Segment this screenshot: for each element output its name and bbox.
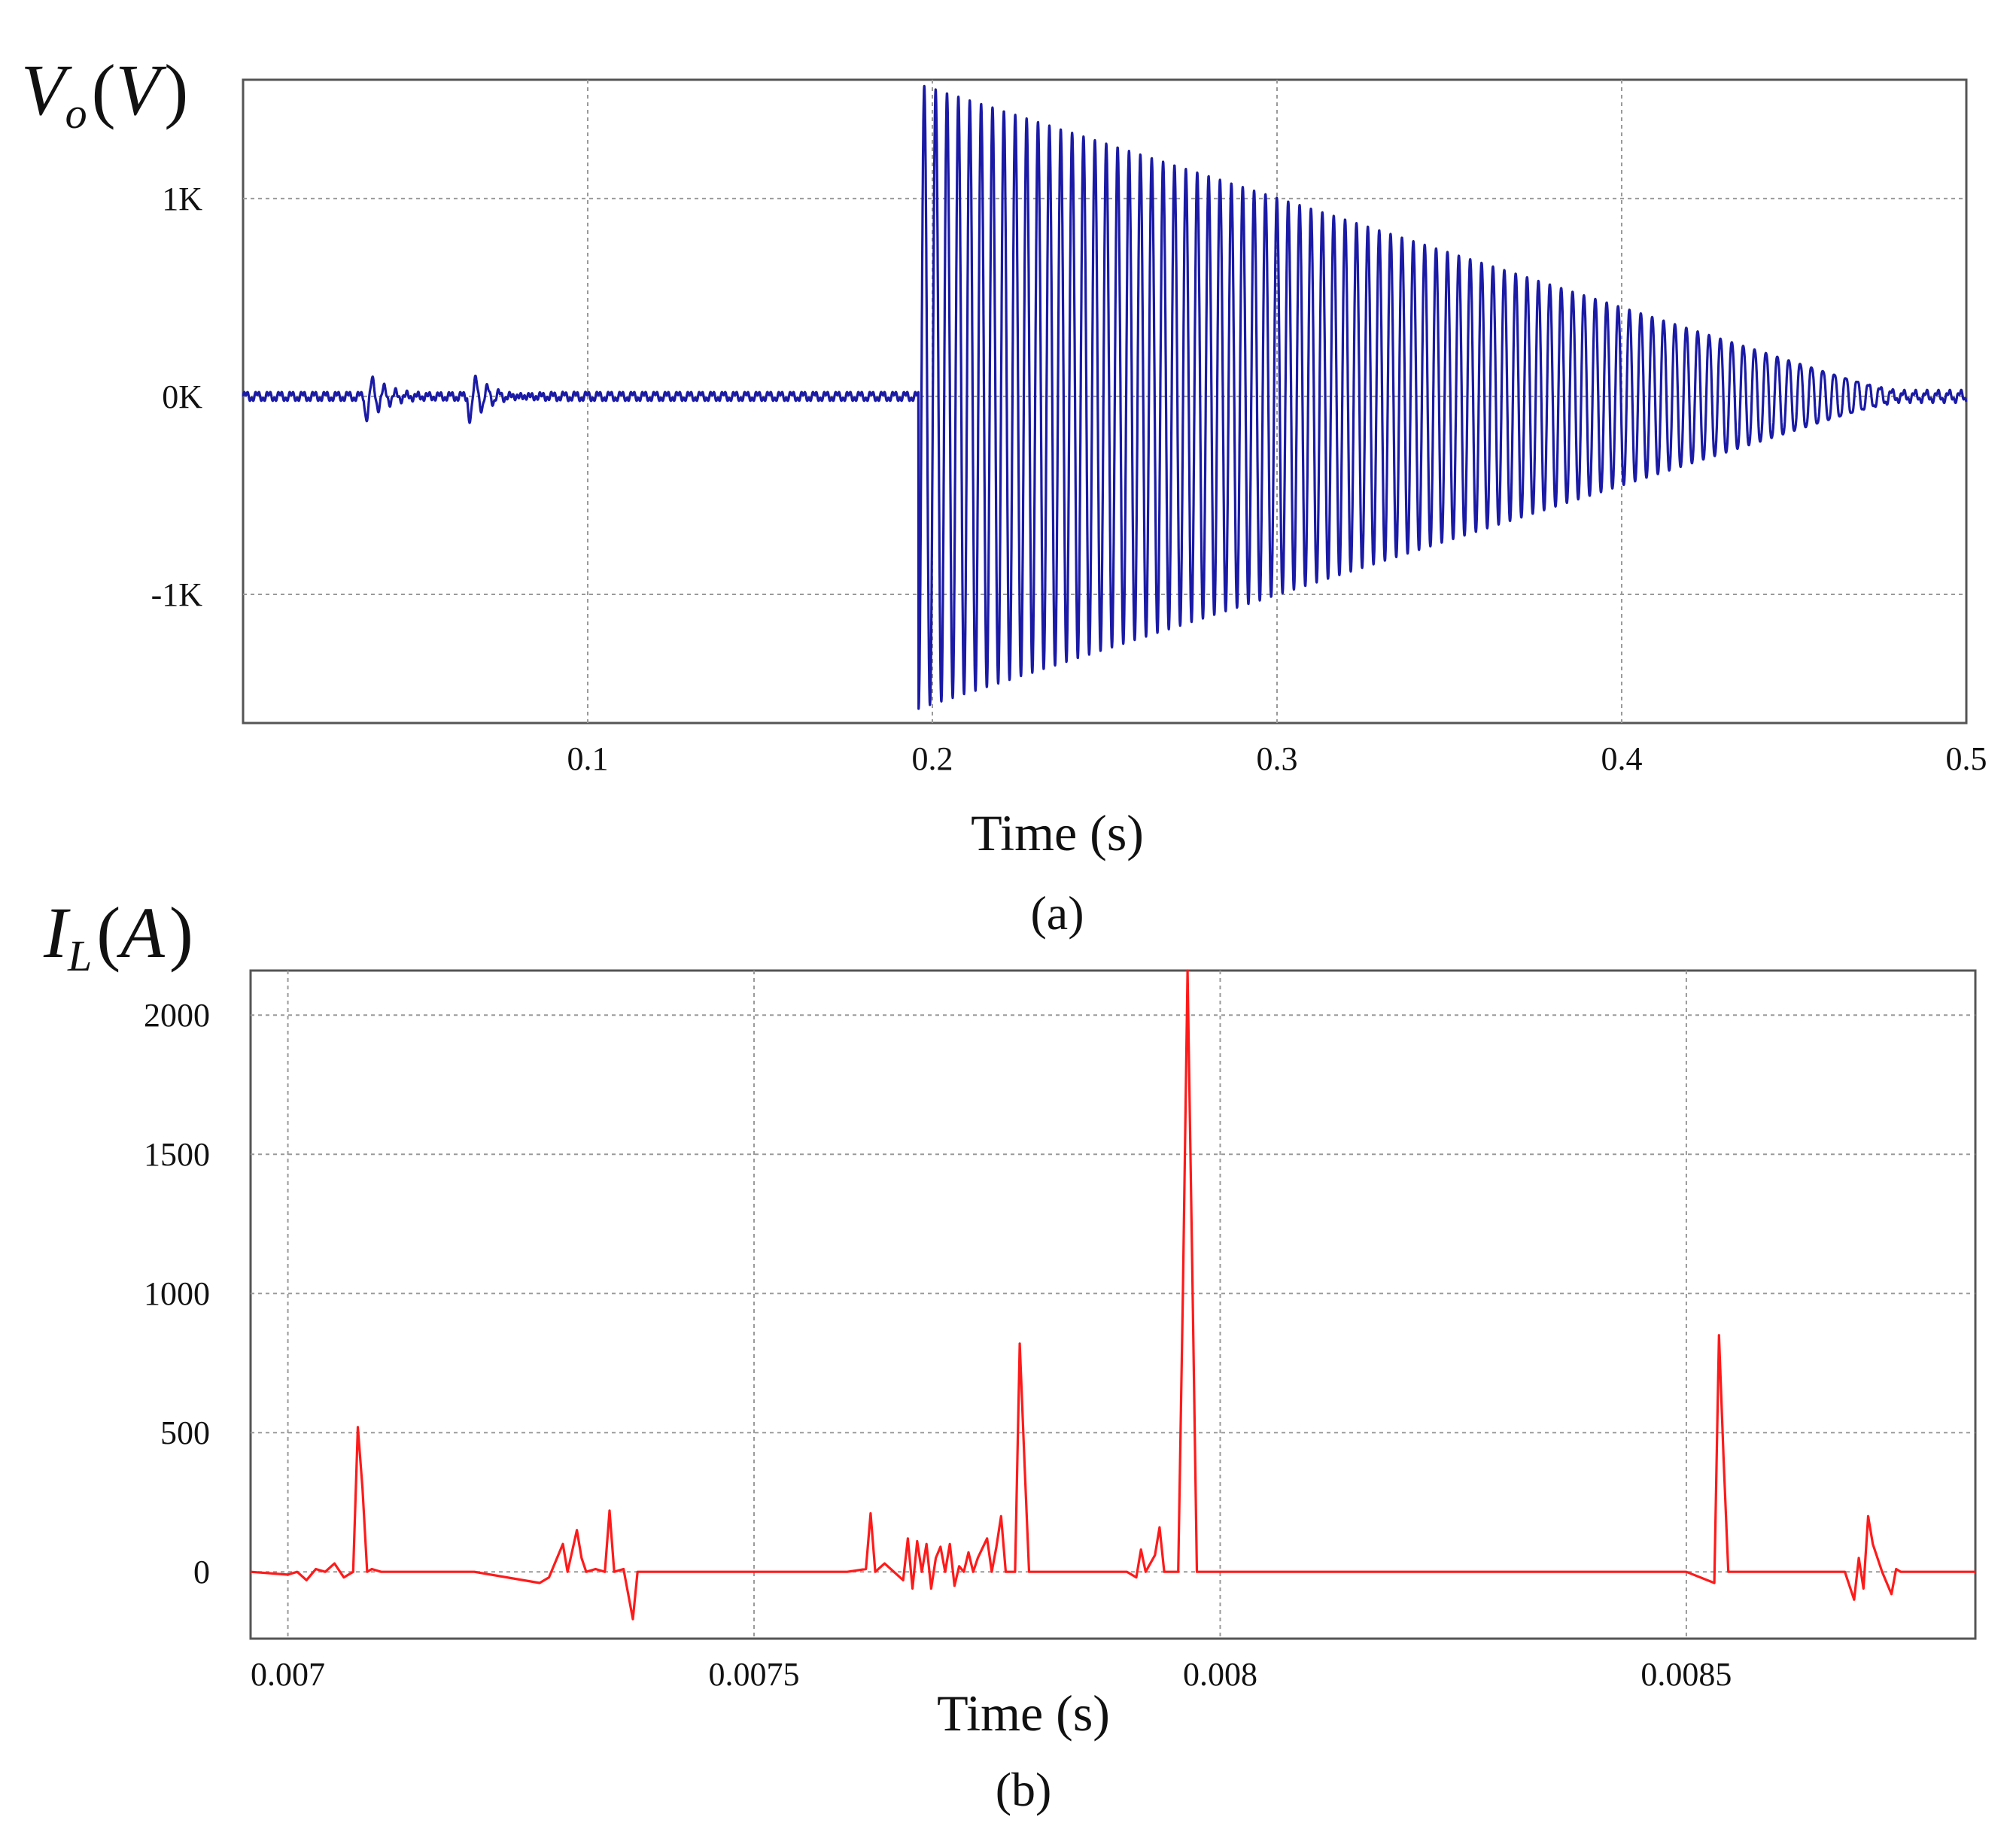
chart-a-ytick-1: 0K [162,378,202,415]
chart-b-ylabel-unit: A [116,892,165,973]
chart-a-ytick-0: 1K [162,181,202,217]
chart-b-xtick-3: 0.0085 [1640,1656,1732,1693]
chart-b-ytick-2: 1000 [144,1275,210,1312]
chart-a-ytick-2: -1K [151,576,203,613]
chart-a-xtick-0: 0.1 [567,740,609,777]
chart-b-ylabel: IL(A) [43,892,193,980]
chart-b-yticks: 2000 1500 1000 500 0 [144,997,210,1590]
chart-a-yticks: 1K 0K -1K [151,181,203,613]
chart-b-xtick-1: 0.0075 [709,1656,800,1693]
chart-b-plot-frame [249,969,1977,1640]
chart-a-xtick-3: 0.4 [1601,740,1643,777]
chart-a-xlabel: Time (s) [971,804,1144,861]
chart-a-xtick-4: 0.5 [1946,740,1987,777]
chart-b-xtick-0: 0.007 [251,1656,325,1693]
chart-b-caption: (b) [996,1763,1052,1816]
chart-a-ylabel-unit: V [116,50,167,130]
chart-a-ylabel-sub: o [65,89,87,138]
chart-a-ylabel-main: V [21,50,72,130]
chart-b: 0.007 0.0075 0.008 0.0085 2000150010005000 … [43,892,1977,1816]
chart-b-xlabel: Time (s) [937,1685,1110,1742]
chart-b-ytick-1: 1500 [144,1136,210,1173]
chart-b-ytick-3: 500 [160,1414,210,1451]
chart-b-xticks: 0.007 0.0075 0.008 0.0085 [251,1656,1732,1693]
chart-a-xticks: 0.1 0.2 0.3 0.4 0.5 [567,740,1987,777]
chart-a-xtick-2: 0.3 [1257,740,1298,777]
chart-a-xtick-1: 0.2 [912,740,953,777]
chart-b-ylabel-sub: L [67,931,92,980]
chart-b-ytick-0: 2000 [144,997,210,1034]
chart-b-xtick-2: 0.008 [1183,1656,1257,1693]
chart-b-ylabel-main: I [43,892,71,973]
chart-a-ylabel: Vo(V) [21,50,188,138]
chart-b-ytick-4: 0 [193,1554,210,1590]
chart-a-caption: (a) [1030,886,1084,940]
chart-a-series-vo-line [242,84,1968,710]
chart-b-series-il-line [250,969,1975,1621]
chart-a: 0.1 0.2 0.3 0.4 0.5 1K 0K -1K Vo(V) Time (s) (… [21,50,1987,940]
